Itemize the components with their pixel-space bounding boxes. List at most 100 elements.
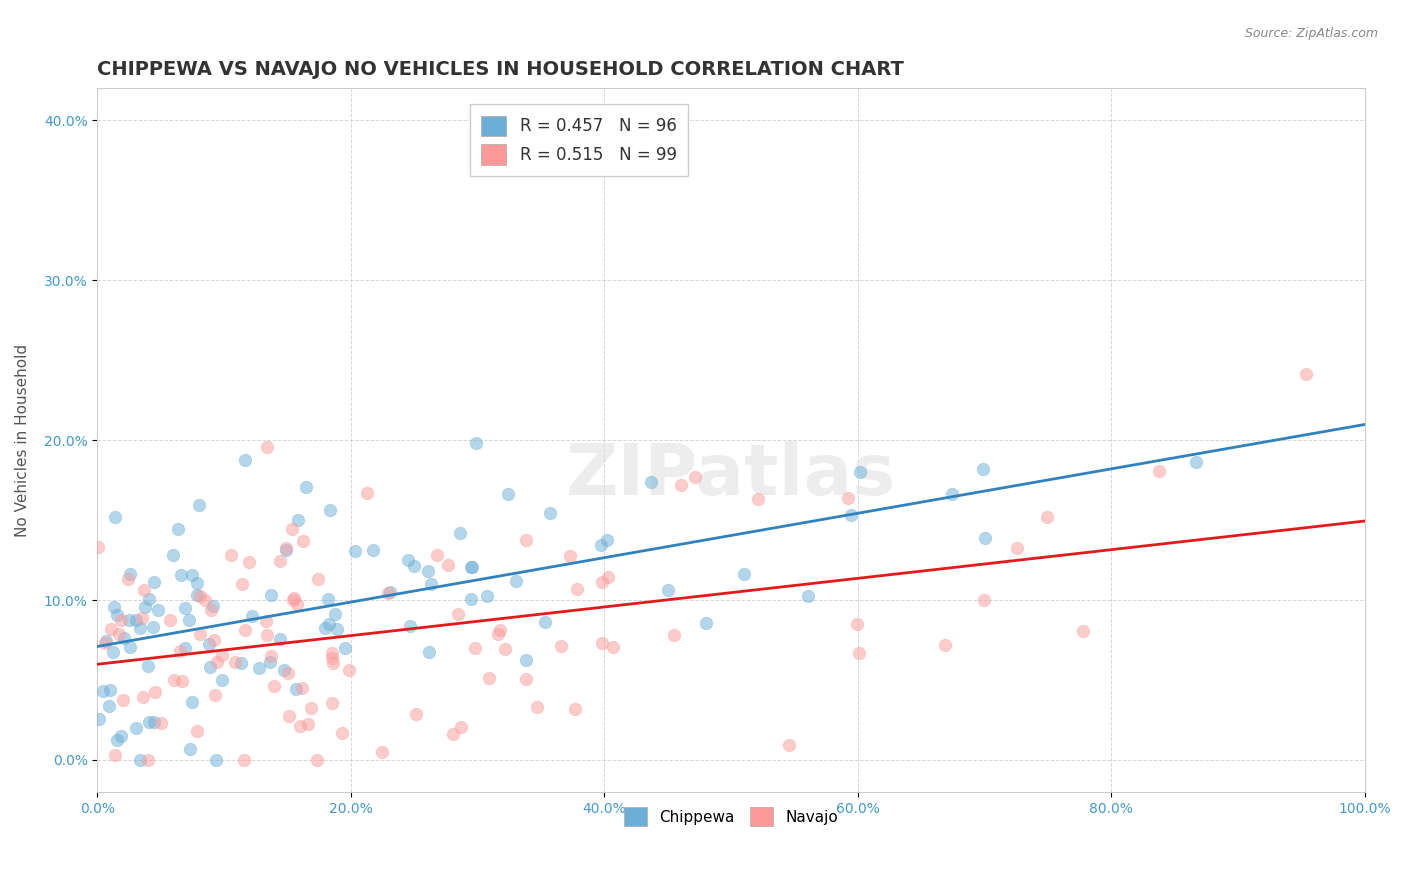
Point (129, 753, 152, 767)
Point (426, 548, 449, 562)
Point (533, 615, 555, 630)
Point (132, 690, 155, 704)
Point (449, 525, 471, 540)
Point (260, 649, 283, 664)
Point (181, 568, 204, 582)
Point (179, 742, 201, 756)
Point (224, 655, 246, 669)
Point (162, 673, 184, 687)
Point (101, 645, 124, 659)
Point (277, 666, 299, 681)
Point (318, 591, 340, 606)
Point (281, 592, 304, 607)
Point (269, 632, 291, 647)
Point (461, 559, 484, 574)
Point (277, 709, 299, 723)
Point (263, 679, 285, 693)
Point (233, 623, 256, 637)
Point (356, 485, 378, 500)
Point (591, 538, 613, 552)
Point (129, 621, 152, 635)
Point (460, 560, 482, 574)
Point (169, 644, 191, 658)
Point (1295, 367, 1317, 381)
Point (1005, 541, 1028, 555)
Point (111, 693, 134, 707)
Point (131, 611, 153, 625)
Point (564, 702, 586, 716)
Point (240, 609, 263, 624)
Point (602, 640, 624, 655)
Point (110, 614, 132, 628)
Text: CHIPPEWA VS NAVAJO NO VEHICLES IN HOUSEHOLD CORRELATION CHART: CHIPPEWA VS NAVAJO NO VEHICLES IN HOUSEH… (97, 60, 904, 78)
Point (747, 491, 769, 506)
Point (198, 659, 221, 673)
Point (98, 682, 121, 697)
Point (323, 607, 346, 622)
Point (229, 657, 252, 671)
Point (179, 613, 201, 627)
Point (669, 477, 692, 491)
Point (204, 632, 226, 647)
Point (233, 453, 256, 467)
Point (450, 720, 472, 734)
Point (596, 533, 619, 547)
Text: ZIPatlas: ZIPatlas (567, 441, 896, 510)
Text: Source: ZipAtlas.com: Source: ZipAtlas.com (1244, 27, 1378, 40)
Point (273, 663, 295, 677)
Point (112, 631, 135, 645)
Point (204, 688, 226, 702)
Point (418, 564, 440, 578)
Point (146, 603, 169, 617)
Point (256, 441, 278, 455)
Point (515, 533, 537, 547)
Point (118, 566, 141, 581)
Point (297, 717, 319, 731)
Point (254, 615, 277, 629)
Point (447, 607, 470, 621)
Point (418, 645, 440, 659)
Point (96, 634, 118, 648)
Point (260, 588, 283, 602)
Point (134, 600, 156, 615)
Point (332, 726, 354, 740)
Point (170, 568, 193, 582)
Point (683, 470, 706, 484)
Point (105, 607, 128, 622)
Point (205, 753, 228, 767)
Point (695, 615, 717, 630)
Point (202, 599, 225, 613)
Point (314, 621, 336, 635)
Point (269, 554, 291, 568)
Point (108, 627, 131, 641)
Point (591, 635, 613, 649)
Point (733, 567, 755, 582)
Point (515, 653, 537, 667)
Point (174, 600, 197, 615)
Point (188, 499, 211, 513)
Point (142, 620, 165, 634)
Point (321, 696, 343, 710)
Point (98, 699, 121, 714)
Point (377, 586, 399, 600)
Point (436, 558, 458, 573)
Point (398, 552, 420, 566)
Point (598, 570, 620, 584)
Point (402, 558, 425, 573)
Point (839, 508, 862, 522)
Point (797, 589, 820, 603)
Point (378, 585, 401, 599)
Point (558, 549, 581, 563)
Point (219, 548, 242, 562)
Point (477, 589, 499, 603)
Point (120, 640, 142, 655)
Point (211, 673, 233, 687)
Point (233, 753, 256, 767)
Point (103, 600, 125, 615)
Point (117, 572, 139, 586)
Point (172, 673, 194, 688)
Point (287, 513, 309, 527)
Point (398, 619, 420, 633)
Point (87, 540, 110, 554)
Point (343, 543, 366, 558)
